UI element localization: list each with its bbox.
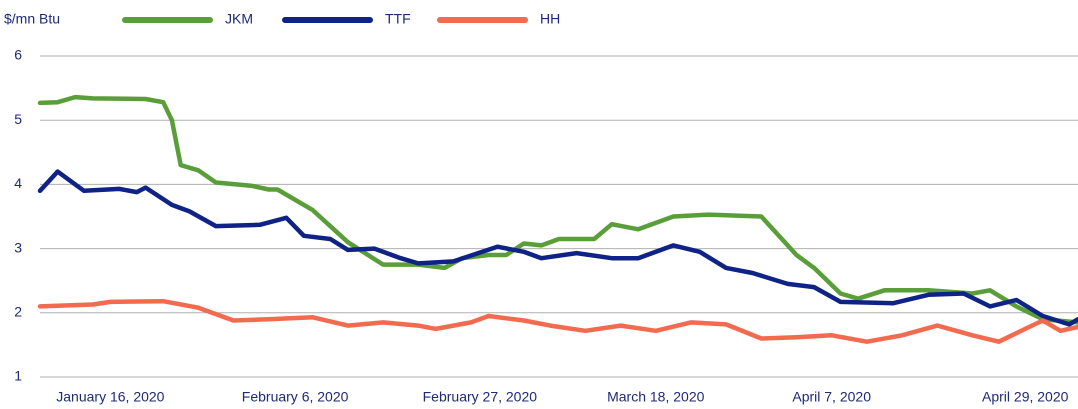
y-tick-label: 1 — [14, 368, 22, 384]
series-line — [37, 94, 1078, 325]
x-tick-label: March 18, 2020 — [607, 389, 704, 405]
x-tick-label: February 6, 2020 — [242, 389, 349, 405]
y-tick-label: 6 — [14, 47, 22, 63]
y-tick-label: 2 — [14, 304, 22, 320]
legend-label: TTF — [385, 11, 411, 27]
x-tick-label: January 16, 2020 — [56, 389, 164, 405]
legend-label: HH — [540, 11, 560, 27]
y-tick-label: 3 — [14, 239, 22, 255]
x-tick-label: April 29, 2020 — [982, 389, 1069, 405]
legend-label: JKM — [225, 11, 253, 27]
y-axis-label: $/mn Btu — [4, 11, 60, 27]
y-tick-label: 5 — [14, 111, 22, 127]
y-tick-label: 4 — [14, 175, 22, 191]
x-tick-label: April 7, 2020 — [792, 389, 871, 405]
series-line — [37, 169, 1078, 327]
x-tick-label: February 27, 2020 — [423, 389, 538, 405]
series-line — [37, 298, 1078, 344]
